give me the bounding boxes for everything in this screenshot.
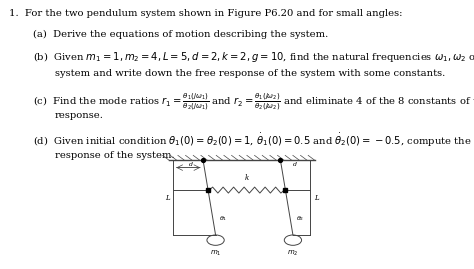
Text: $\theta_2$: $\theta_2$ (296, 214, 304, 223)
Text: system and write down the free response of the system with some constants.: system and write down the free response … (55, 69, 445, 79)
Text: $m_2$: $m_2$ (287, 249, 299, 258)
Text: (b)  Given $m_1 = 1, m_2 = 4, L = 5, d = 2, k = 2, g = 10$, find the natural fre: (b) Given $m_1 = 1, m_2 = 4, L = 5, d = … (33, 50, 474, 64)
Text: (a)  Derive the equations of motion describing the system.: (a) Derive the equations of motion descr… (33, 30, 328, 39)
Text: (c)  Find the mode ratios $r_1 = \frac{\theta_1(j\omega_1)}{\theta_2(j\omega_1)}: (c) Find the mode ratios $r_1 = \frac{\t… (33, 92, 474, 113)
Text: k: k (245, 174, 249, 182)
Text: d: d (293, 161, 297, 167)
Text: L: L (165, 194, 169, 201)
Text: response.: response. (55, 111, 103, 120)
Text: L: L (314, 194, 319, 201)
Text: d: d (189, 161, 192, 167)
Text: response of the system.: response of the system. (55, 151, 174, 160)
Text: $m_1$: $m_1$ (210, 249, 221, 258)
Text: $\theta_1$: $\theta_1$ (219, 214, 227, 223)
Text: 1.  For the two pendulum system shown in Figure P6.20 and for small angles:: 1. For the two pendulum system shown in … (9, 9, 402, 18)
Text: (d)  Given initial condition $\theta_1(0) = \theta_2(0) = 1$, $\dot{\theta}_1(0): (d) Given initial condition $\theta_1(0)… (33, 132, 472, 148)
